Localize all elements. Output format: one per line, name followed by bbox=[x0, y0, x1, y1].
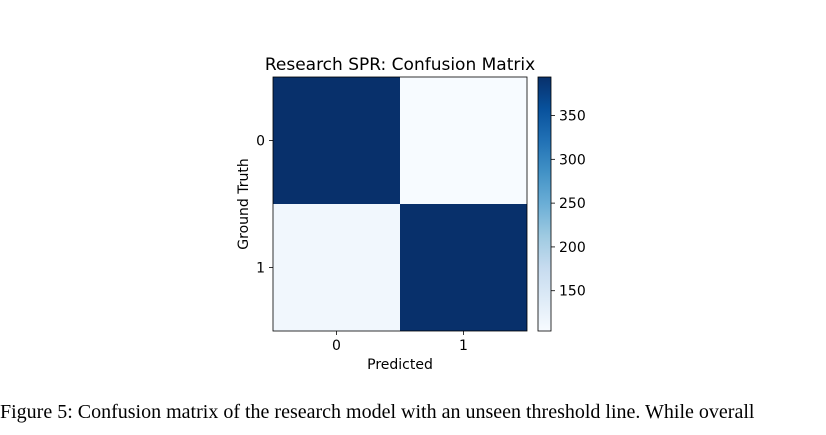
chart-title: Research SPR: Confusion Matrix bbox=[265, 55, 535, 75]
heatmap-cell-0-1 bbox=[400, 77, 527, 204]
colorbar-tick-label: 300 bbox=[559, 152, 586, 168]
heatmap-cells bbox=[273, 77, 527, 331]
figure-caption: Figure 5: Confusion matrix of the resear… bbox=[0, 401, 755, 423]
y-axis-ticks: 01 bbox=[256, 134, 273, 277]
x-axis-label: Predicted bbox=[367, 357, 433, 373]
y-tick-label: 0 bbox=[256, 134, 265, 150]
x-tick-label: 1 bbox=[459, 338, 468, 354]
heatmap-cell-1-1 bbox=[400, 204, 527, 331]
colorbar-tick-label: 350 bbox=[559, 109, 586, 125]
colorbar-tick-label: 150 bbox=[559, 284, 586, 300]
heatmap-cell-0-0 bbox=[273, 77, 400, 204]
plot-frame bbox=[272, 76, 528, 332]
y-tick-label: 1 bbox=[256, 261, 265, 277]
colorbar-tick-label: 250 bbox=[559, 196, 586, 212]
y-axis-label: Ground Truth bbox=[236, 158, 252, 249]
colorbar bbox=[537, 76, 552, 332]
x-tick-label: 0 bbox=[332, 338, 341, 354]
colorbar-ticks: 150 200 250 300 350 bbox=[551, 109, 586, 300]
heatmap-cell-1-0 bbox=[273, 204, 400, 331]
colorbar-tick-label: 200 bbox=[559, 240, 586, 256]
